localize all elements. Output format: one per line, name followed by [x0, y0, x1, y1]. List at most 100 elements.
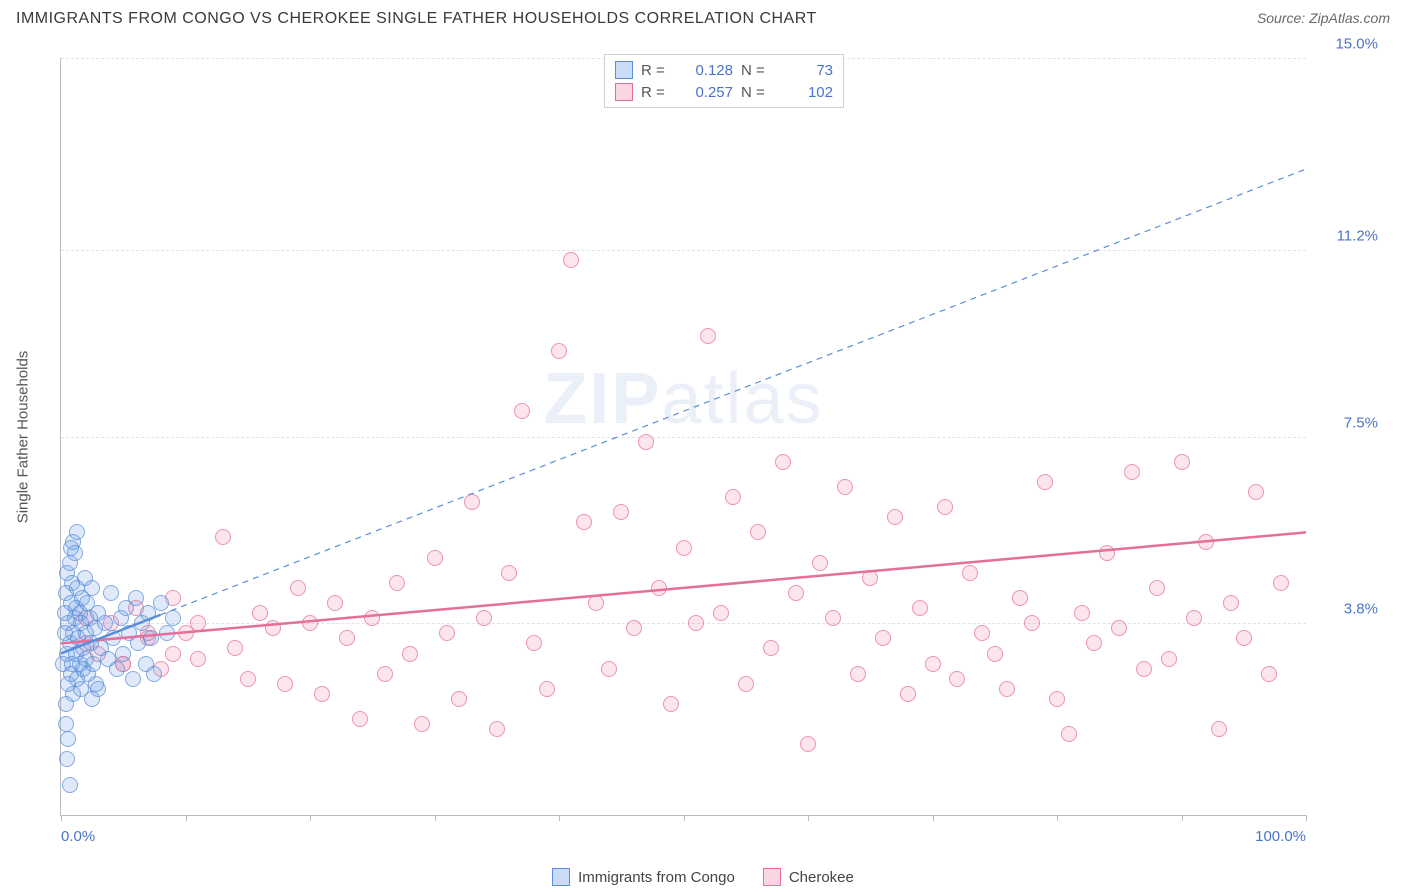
scatter-point-congo [59, 751, 75, 767]
legend-r-label: R = [641, 62, 669, 79]
scatter-point-cherokee [862, 570, 878, 586]
scatter-point-cherokee [676, 540, 692, 556]
legend-r-value: 0.257 [677, 84, 733, 101]
scatter-point-congo [69, 524, 85, 540]
scatter-point-congo [58, 716, 74, 732]
scatter-point-cherokee [900, 686, 916, 702]
x-tick [684, 815, 685, 821]
scatter-point-cherokee [1136, 661, 1152, 677]
x-tick [1182, 815, 1183, 821]
legend-series-item: Cherokee [763, 868, 854, 886]
scatter-point-cherokee [999, 681, 1015, 697]
y-axis-label: Single Father Households [15, 350, 32, 523]
x-tick-label: 100.0% [1255, 828, 1306, 845]
scatter-point-congo [85, 656, 101, 672]
scatter-point-cherokee [1273, 575, 1289, 591]
watermark-bold: ZIP [543, 359, 661, 439]
scatter-point-cherokee [1174, 454, 1190, 470]
scatter-point-cherokee [563, 252, 579, 268]
scatter-point-cherokee [700, 328, 716, 344]
scatter-point-cherokee [464, 494, 480, 510]
scatter-point-cherokee [339, 630, 355, 646]
scatter-point-cherokee [501, 565, 517, 581]
scatter-point-cherokee [364, 610, 380, 626]
scatter-point-cherokee [402, 646, 418, 662]
scatter-point-cherokee [240, 671, 256, 687]
scatter-point-cherokee [451, 691, 467, 707]
chart-title: IMMIGRANTS FROM CONGO VS CHEROKEE SINGLE… [16, 10, 817, 28]
scatter-point-cherokee [1198, 534, 1214, 550]
x-tick [1057, 815, 1058, 821]
scatter-point-cherokee [601, 661, 617, 677]
scatter-point-cherokee [1161, 651, 1177, 667]
scatter-point-congo [63, 540, 79, 556]
scatter-point-cherokee [265, 620, 281, 636]
scatter-point-cherokee [912, 600, 928, 616]
scatter-point-cherokee [987, 646, 1003, 662]
legend-r-label: R = [641, 84, 669, 101]
x-tick [310, 815, 311, 821]
scatter-point-cherokee [663, 696, 679, 712]
scatter-point-cherokee [812, 555, 828, 571]
legend-n-value: 73 [777, 62, 833, 79]
scatter-point-cherokee [1099, 545, 1115, 561]
legend-stat-row: R =0.128N =73 [615, 59, 833, 81]
scatter-point-cherokee [1049, 691, 1065, 707]
scatter-point-congo [159, 625, 175, 641]
scatter-point-cherokee [626, 620, 642, 636]
scatter-point-cherokee [638, 434, 654, 450]
y-tick-label: 15.0% [1335, 36, 1378, 53]
legend-series-label: Cherokee [789, 869, 854, 886]
scatter-point-cherokee [588, 595, 604, 611]
y-tick-label: 3.8% [1344, 601, 1378, 618]
scatter-point-cherokee [314, 686, 330, 702]
legend-swatch [552, 868, 570, 886]
scatter-point-cherokee [1061, 726, 1077, 742]
scatter-point-cherokee [713, 605, 729, 621]
gridline [61, 437, 1306, 438]
x-tick [186, 815, 187, 821]
legend-statistics: R =0.128N =73R =0.257N =102 [604, 54, 844, 108]
scatter-point-congo [90, 681, 106, 697]
scatter-point-congo [84, 580, 100, 596]
scatter-point-cherokee [327, 595, 343, 611]
scatter-point-congo [97, 615, 113, 631]
y-tick-label: 11.2% [1337, 227, 1378, 244]
scatter-point-cherokee [1124, 464, 1140, 480]
legend-swatch [763, 868, 781, 886]
scatter-point-congo [143, 630, 159, 646]
scatter-point-cherokee [489, 721, 505, 737]
scatter-point-cherokee [800, 736, 816, 752]
legend-n-label: N = [741, 84, 769, 101]
scatter-point-congo [165, 610, 181, 626]
scatter-plot: Single Father Households ZIPatlas 0.0%10… [60, 58, 1306, 816]
scatter-point-cherokee [962, 565, 978, 581]
scatter-point-cherokee [539, 681, 555, 697]
scatter-point-cherokee [750, 524, 766, 540]
legend-series: Immigrants from Congo Cherokee [0, 868, 1406, 886]
scatter-point-congo [109, 661, 125, 677]
legend-series-label: Immigrants from Congo [578, 869, 735, 886]
y-tick-label: 7.5% [1344, 414, 1378, 431]
scatter-point-cherokee [377, 666, 393, 682]
scatter-point-cherokee [302, 615, 318, 631]
scatter-point-cherokee [1012, 590, 1028, 606]
scatter-point-cherokee [190, 651, 206, 667]
legend-r-value: 0.128 [677, 62, 733, 79]
scatter-point-cherokee [1223, 595, 1239, 611]
scatter-point-congo [153, 595, 169, 611]
scatter-point-cherokee [165, 646, 181, 662]
scatter-point-cherokee [651, 580, 667, 596]
scatter-point-cherokee [949, 671, 965, 687]
scatter-point-congo [62, 777, 78, 793]
scatter-point-cherokee [850, 666, 866, 682]
scatter-point-cherokee [763, 640, 779, 656]
scatter-point-cherokee [352, 711, 368, 727]
scatter-point-cherokee [414, 716, 430, 732]
scatter-point-cherokee [725, 489, 741, 505]
x-tick [1306, 815, 1307, 821]
scatter-point-cherokee [788, 585, 804, 601]
scatter-point-cherokee [1111, 620, 1127, 636]
scatter-point-cherokee [427, 550, 443, 566]
scatter-point-cherokee [688, 615, 704, 631]
